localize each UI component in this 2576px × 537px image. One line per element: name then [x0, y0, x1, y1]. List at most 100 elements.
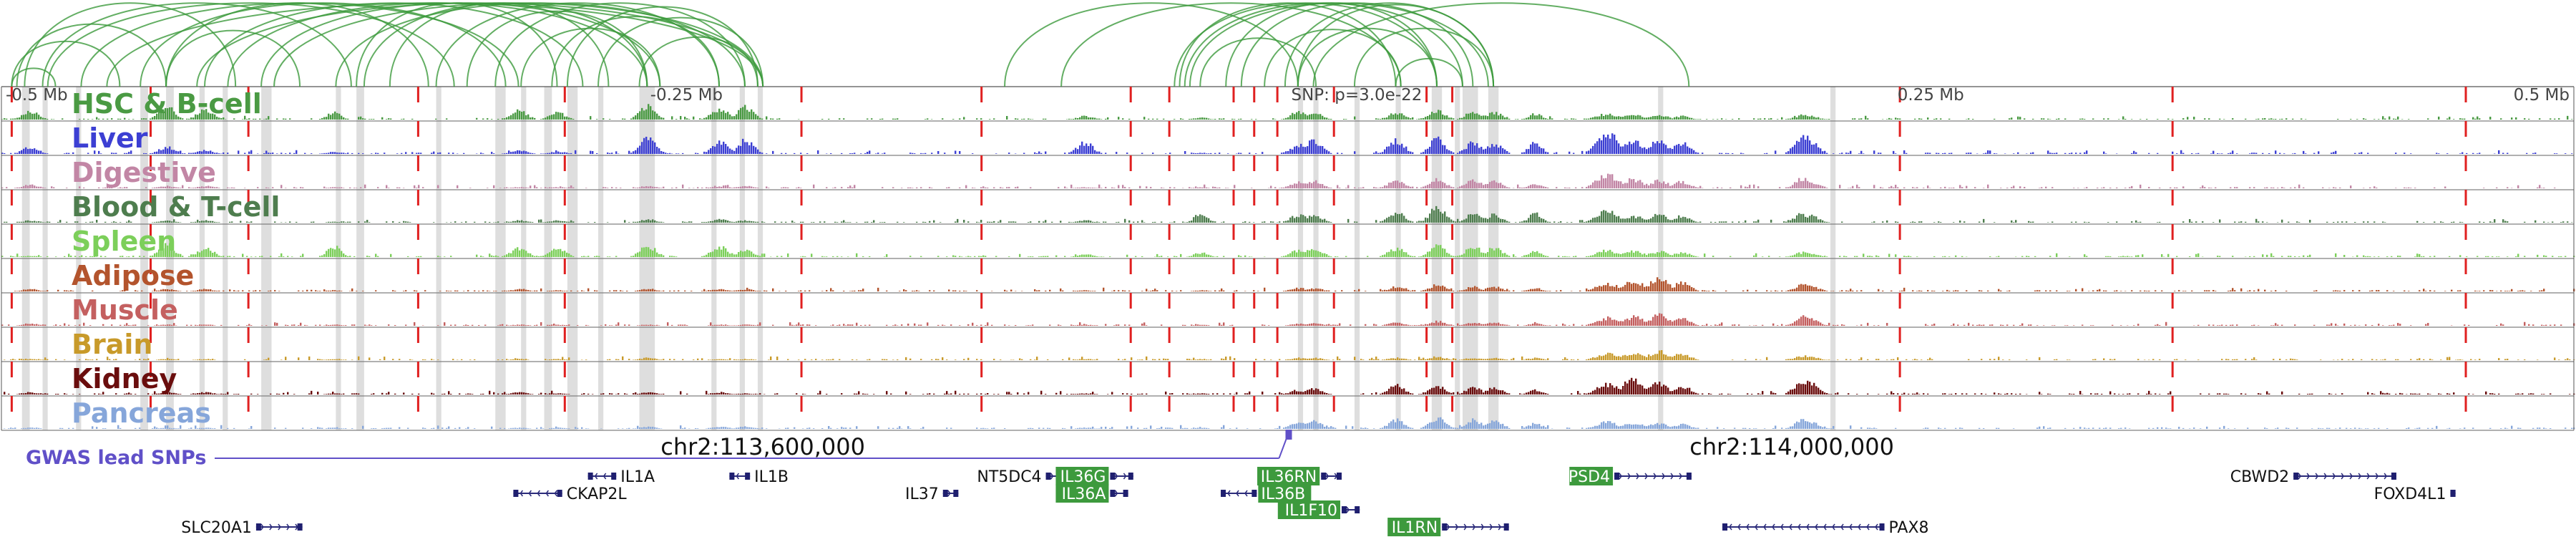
- strand-arrow: [1815, 523, 1818, 531]
- exon: [1110, 473, 1116, 480]
- gene-label-highlight: [1277, 500, 1340, 519]
- strand-arrow: [1746, 523, 1750, 531]
- signal-track-spleen: [1, 243, 2575, 257]
- tissue-label: Kidney: [72, 363, 177, 395]
- coordinate-label: chr2:113,600,000: [660, 433, 865, 460]
- interaction-arc: [1240, 2, 1474, 87]
- strand-arrow: [2384, 473, 2388, 480]
- exon: [1336, 473, 1342, 480]
- strand-arrow: [2366, 473, 2371, 480]
- signal-track-pancreas: [4, 417, 2575, 429]
- gene-label: NT5DC4: [977, 468, 1041, 486]
- strand-arrow: [537, 490, 541, 497]
- tissue-label: Blood & T-cell: [72, 191, 280, 223]
- strand-arrow: [594, 473, 598, 480]
- scale-label: 0.5 Mb: [2514, 86, 2570, 105]
- interaction-arc: [1353, 27, 1495, 87]
- strand-arrow: [2298, 473, 2302, 480]
- strand-arrow: [1755, 523, 1758, 531]
- strand-arrow: [1236, 490, 1239, 497]
- strand-arrow: [1780, 523, 1784, 531]
- exon: [745, 473, 751, 480]
- exon: [2450, 490, 2456, 497]
- scale-label: -0.5 Mb: [6, 86, 68, 105]
- exon: [611, 473, 617, 480]
- gwas-track-label: GWAS lead SNPs: [26, 447, 206, 469]
- interaction-arc: [11, 67, 57, 87]
- strand-arrow: [1244, 490, 1248, 497]
- strand-arrow: [2349, 473, 2353, 480]
- strand-arrow: [1823, 523, 1827, 531]
- signal-track-blood-t-cell: [4, 205, 2573, 223]
- interaction-arc: [106, 2, 764, 87]
- scale-label: -0.25 Mb: [650, 86, 723, 105]
- exon: [729, 473, 735, 480]
- exon: [1110, 490, 1116, 497]
- strand-arrow: [602, 473, 607, 480]
- exon: [297, 523, 303, 531]
- strand-arrow: [1446, 523, 1450, 531]
- strand-arrow: [1463, 523, 1468, 531]
- gene-label: PSD4: [1568, 468, 1610, 486]
- exon: [1221, 490, 1226, 497]
- gene-label-highlight: [1387, 518, 1441, 536]
- tissue-label: Muscle: [72, 294, 178, 326]
- strand-arrow: [736, 473, 739, 480]
- gene-label: CBWD2: [2230, 468, 2289, 486]
- gene-label-highlight: [1569, 467, 1614, 485]
- strand-arrow: [1619, 473, 1622, 480]
- interaction-arc: [165, 29, 301, 87]
- signal-peaks: [1, 243, 2575, 257]
- gene-il1b: IL1B: [729, 468, 789, 486]
- interaction-arc: [1264, 29, 1402, 87]
- interaction-arc: [363, 2, 648, 87]
- gene-label: CKAP2L: [567, 485, 628, 503]
- gene-label-highlight: [1257, 467, 1320, 485]
- exon: [255, 523, 261, 531]
- tissue-signal-tracks: [1, 104, 2575, 429]
- tissue-label: Digestive: [72, 157, 216, 188]
- interaction-arc: [140, 2, 507, 87]
- exon: [557, 490, 562, 497]
- strand-arrow: [1875, 523, 1878, 531]
- strand-arrow: [1772, 523, 1775, 531]
- interaction-arc: [196, 2, 764, 87]
- interaction-arc: [566, 6, 758, 87]
- strand-arrow: [1472, 523, 1476, 531]
- gene-track: NT5DC4 IL1A IL1B IL36G IL36RN PSD4 CBWD2 CKAP2L…: [181, 467, 2456, 537]
- exon: [587, 473, 593, 480]
- gene-pax8: PAX8: [1722, 519, 1929, 537]
- gene-label: IL36A: [1062, 485, 1106, 503]
- strand-arrow: [1806, 523, 1810, 531]
- strand-arrow: [1653, 473, 1657, 480]
- gene-psd4: PSD4: [1568, 467, 1692, 486]
- interaction-arc: [597, 16, 764, 87]
- interaction-arcs: [11, 2, 1690, 87]
- exon: [1879, 523, 1885, 531]
- strand-arrow: [1636, 473, 1639, 480]
- strand-arrow: [278, 523, 281, 531]
- gene-label: IL1F10: [1285, 502, 1337, 520]
- exon: [1722, 523, 1728, 531]
- strand-arrow: [1114, 473, 1118, 480]
- signal-track-liver: [1, 133, 2573, 154]
- gene-cbwd2: CBWD2: [2230, 468, 2396, 486]
- tissue-label: Pancreas: [72, 397, 211, 429]
- strand-arrow: [269, 523, 273, 531]
- exon: [1128, 473, 1133, 480]
- tissue-label: Brain: [72, 329, 152, 360]
- exon: [1686, 473, 1692, 480]
- strand-arrow: [1489, 523, 1493, 531]
- interaction-arc: [165, 2, 429, 87]
- interaction-arc: [1199, 37, 1317, 87]
- gene-label: IL1A: [620, 468, 655, 486]
- gene-il36b: IL36B: [1221, 484, 1312, 503]
- gene-label: FOXD4L1: [2374, 485, 2446, 503]
- exon: [1341, 506, 1347, 513]
- exon: [2391, 473, 2396, 480]
- exon: [1321, 473, 1327, 480]
- signal-peaks: [1, 133, 2573, 154]
- strand-arrow: [1763, 523, 1767, 531]
